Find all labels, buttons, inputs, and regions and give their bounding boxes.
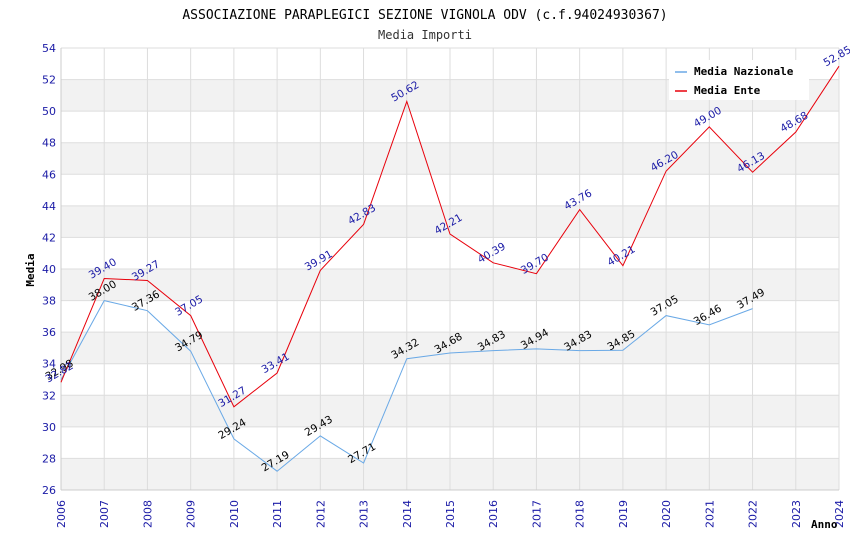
y-tick-label: 50	[42, 105, 56, 118]
x-tick-label: 2016	[487, 500, 500, 528]
y-tick-label: 44	[42, 200, 56, 213]
y-tick-label: 52	[42, 74, 56, 87]
x-tick-label: 2013	[358, 500, 371, 528]
legend-label-ente: Media Ente	[694, 84, 761, 97]
x-axis-ticks: 2006 2007 2008 2009 2010 2011 2012 2013 2014 2015…	[55, 500, 846, 528]
x-tick-label: 2006	[55, 500, 68, 528]
y-tick-label: 54	[42, 42, 56, 55]
x-tick-label: 2023	[790, 500, 803, 528]
x-tick-label: 2010	[228, 500, 241, 528]
x-tick-label: 2015	[444, 500, 457, 528]
x-tick-label: 2008	[141, 500, 154, 528]
y-tick-label: 46	[42, 168, 56, 181]
x-tick-label: 2024	[833, 500, 846, 528]
series-lines	[60, 65, 840, 472]
chart-title: ASSOCIAZIONE PARAPLEGICI SEZIONE VIGNOLA…	[182, 8, 667, 23]
chart-subtitle: Media Importi	[378, 28, 472, 42]
x-tick-label: 2018	[574, 500, 587, 528]
legend: Media Nazionale Media Ente	[669, 60, 809, 100]
y-tick-label: 28	[42, 452, 56, 465]
data-label: 40.21	[605, 243, 637, 268]
y-tick-label: 32	[42, 389, 56, 402]
x-tick-label: 2017	[530, 500, 543, 528]
x-tick-label: 2022	[747, 500, 760, 528]
x-tick-label: 2014	[401, 500, 414, 528]
x-axis-label: Anno	[811, 518, 838, 531]
y-tick-label: 36	[42, 326, 56, 339]
y-tick-label: 34	[42, 358, 56, 371]
x-tick-label: 2012	[314, 500, 327, 528]
legend-label-nazionale: Media Nazionale	[694, 65, 794, 78]
y-tick-label: 26	[42, 484, 56, 497]
x-tick-label: 2007	[98, 500, 111, 528]
y-tick-label: 48	[42, 137, 56, 150]
grid-lines	[60, 47, 840, 491]
series-line-media-ente	[60, 65, 840, 408]
x-tick-label: 2009	[185, 500, 198, 528]
series-line-media-nazionale	[60, 300, 753, 472]
data-label: 48.68	[778, 110, 810, 135]
x-tick-label: 2011	[271, 500, 284, 528]
x-tick-label: 2019	[617, 500, 630, 528]
y-tick-label: 38	[42, 295, 56, 308]
x-tick-label: 2020	[660, 500, 673, 528]
y-tick-label: 42	[42, 231, 56, 244]
y-axis-ticks: 26 28 30 32 34 36 38 40 42 44 46 48 50 52 54	[42, 42, 56, 497]
y-tick-label: 30	[42, 421, 56, 434]
y-tick-label: 40	[42, 263, 56, 276]
legend-box	[669, 60, 809, 100]
y-axis-label: Media	[24, 253, 37, 286]
x-tick-label: 2021	[703, 500, 716, 528]
